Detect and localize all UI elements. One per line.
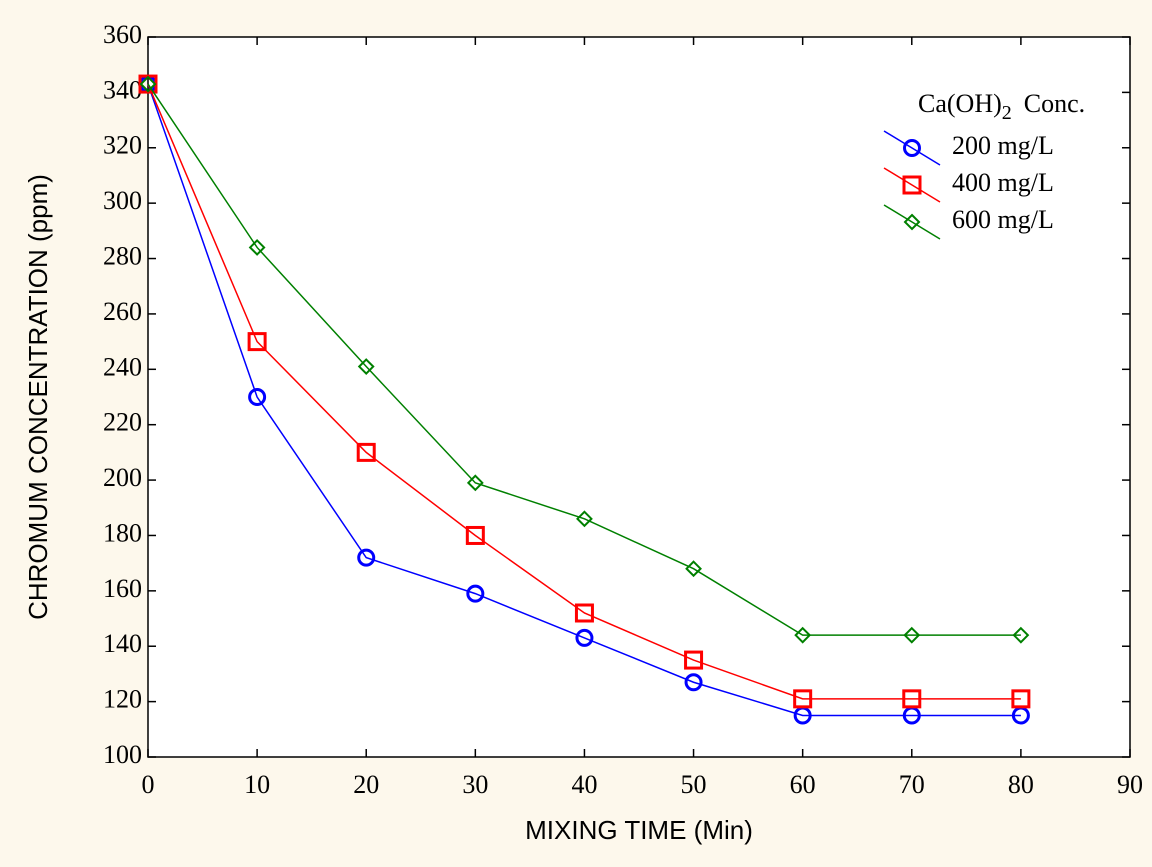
legend-label: 200 mg/L xyxy=(952,131,1054,160)
legend-line xyxy=(883,204,941,240)
y-tick-label: 260 xyxy=(103,297,142,326)
y-tick-label: 140 xyxy=(103,629,142,658)
marker xyxy=(793,689,813,709)
legend-title-rest: Conc. xyxy=(1024,89,1085,118)
y-tick-label: 160 xyxy=(103,574,142,603)
marker xyxy=(247,332,267,352)
marker xyxy=(684,673,703,692)
y-tick-label: 120 xyxy=(103,685,142,714)
y-tick-label: 340 xyxy=(103,75,142,104)
legend-label: 400 mg/L xyxy=(952,168,1054,197)
marker xyxy=(575,628,594,647)
x-tick-label: 20 xyxy=(353,770,379,799)
marker xyxy=(903,626,921,644)
y-tick-label: 320 xyxy=(103,131,142,160)
marker xyxy=(139,75,157,93)
legend-title: Ca(OH)2 Conc. xyxy=(918,89,1085,124)
y-tick-label: 200 xyxy=(103,463,142,492)
marker xyxy=(356,442,376,462)
marker xyxy=(248,239,266,256)
marker xyxy=(465,525,485,545)
marker xyxy=(248,388,267,406)
marker xyxy=(902,689,922,709)
y-tick-label: 240 xyxy=(103,352,142,381)
series-line xyxy=(147,83,1021,717)
y-tick-label: 360 xyxy=(103,20,142,49)
marker xyxy=(357,358,375,375)
x-tick-label: 50 xyxy=(681,770,707,799)
legend-line xyxy=(883,167,941,203)
marker xyxy=(574,603,594,623)
x-tick-label: 30 xyxy=(462,770,488,799)
marker xyxy=(357,548,376,567)
y-tick-label: 100 xyxy=(103,740,142,769)
y-tick-label: 220 xyxy=(103,408,142,437)
x-tick-label: 60 xyxy=(790,770,816,799)
x-axis-title: MIXING TIME (Min) xyxy=(525,815,753,845)
legend-marker xyxy=(903,213,921,231)
x-tick-label: 70 xyxy=(899,770,925,799)
x-tick-label: 80 xyxy=(1008,770,1034,799)
y-tick-label: 180 xyxy=(103,518,142,547)
marker xyxy=(466,584,485,603)
x-tick-label: 10 xyxy=(244,770,270,799)
x-tick-label: 0 xyxy=(142,770,155,799)
marker xyxy=(576,510,593,528)
legend-marker xyxy=(902,175,922,195)
y-tick-label: 300 xyxy=(103,186,142,215)
legend-label: 600 mg/L xyxy=(952,205,1054,234)
marker xyxy=(466,474,484,492)
series-line xyxy=(147,83,1021,700)
legend-marker xyxy=(903,139,921,157)
y-axis-title: CHROMUM CONCENTRATION (ppm) xyxy=(23,174,53,620)
marker xyxy=(684,650,704,670)
marker xyxy=(1012,626,1030,644)
legend-title-main: Ca(OH) xyxy=(918,89,1002,118)
series-line xyxy=(147,83,1021,636)
y-tick-label: 280 xyxy=(103,242,142,271)
marker xyxy=(794,626,812,644)
legend-line xyxy=(883,130,941,166)
legend-title-sub: 2 xyxy=(1002,102,1012,124)
marker xyxy=(685,560,702,578)
marker xyxy=(1011,689,1031,709)
x-tick-label: 90 xyxy=(1117,770,1143,799)
x-tick-label: 40 xyxy=(571,770,597,799)
